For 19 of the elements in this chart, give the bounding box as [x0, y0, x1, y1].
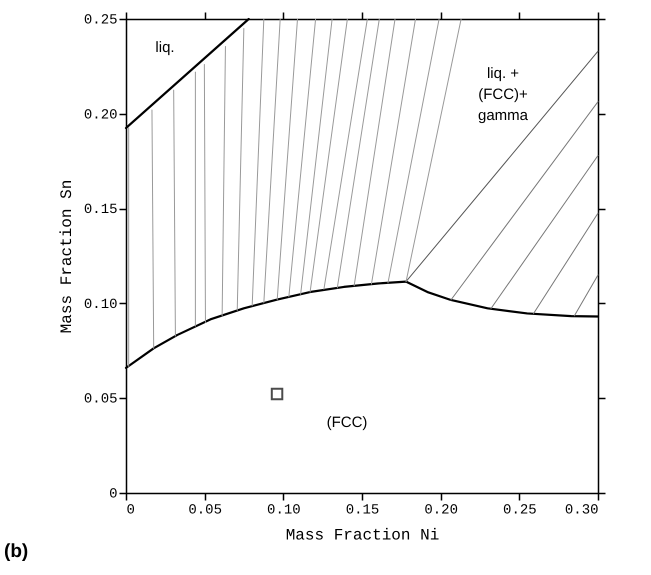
x-tick-label: 0.05 [188, 502, 222, 518]
x-tick-label: 0.10 [267, 502, 301, 518]
x-tick-label: 0.25 [503, 502, 537, 518]
y-tick-label: 0.25 [84, 12, 118, 28]
annotation: liq. [155, 39, 175, 56]
y-tick-label: 0.05 [84, 392, 118, 408]
y-tick-label: 0.20 [84, 107, 118, 124]
x-tick-label: 0.15 [346, 502, 380, 518]
y-tick-label: 0 [109, 486, 118, 502]
x-axis-title: Mass Fraction Ni [286, 526, 440, 544]
y-tick-label: 0.10 [84, 296, 118, 313]
y-tick-label: 0.15 [84, 202, 118, 218]
annotation: liq. + (FCC)+ gamma [478, 65, 529, 124]
x-tick-label: 0 [126, 502, 135, 518]
x-tick-label: 0.30 [564, 502, 598, 518]
annotation: (FCC) [326, 414, 368, 431]
text: (b) [4, 541, 28, 562]
y-axis-title: Mass Fraction Sn [58, 180, 76, 334]
x-tick-label: 0.20 [424, 502, 458, 518]
